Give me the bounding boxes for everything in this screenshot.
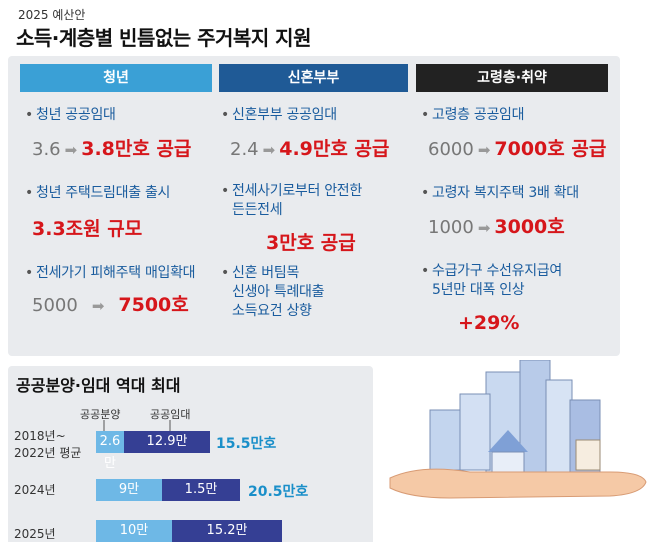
bar-rent-2024: 1.5만 (162, 479, 240, 501)
housing-hand-illustration (389, 360, 647, 499)
bar-sale-2024: 9만 (96, 479, 162, 501)
column-header-youth: 청년 (20, 64, 212, 92)
bar-rent-2018-2022: 12.9만 (124, 431, 210, 453)
supertitle: 2025 예산안 (18, 8, 86, 22)
elderly-item1-label: 고령층 공공임대 (421, 106, 525, 125)
youth-item2-label: 청년 주택드림대출 출시 (25, 184, 170, 203)
legend-leader-lines (103, 420, 171, 432)
row-label-2: 2024년 (14, 483, 56, 497)
page-title: 소득·계층별 빈틈없는 주거복지 지원 (16, 26, 312, 50)
newlywed-item2-line2: 든든전세 (232, 202, 283, 218)
elderly-item3-label: 수급가구 수선유지급여 5년만 대폭 인상 (421, 262, 562, 300)
total-2018-2022: 15.5만호 (216, 436, 277, 452)
legend-rent: 공공임대 (150, 408, 191, 421)
elderly-item3-value: +29% (458, 312, 520, 334)
elderly-item2-values: 1000 ➡ 3000호 (428, 212, 565, 239)
youth-item1-from: 3.6 (32, 139, 61, 160)
elderly-item2-label: 고령자 복지주택 3배 확대 (421, 184, 579, 203)
newlywed-item3-label: 신혼 버팀목 신생아 특례대출 소득요건 상향 (221, 264, 325, 321)
elderly-item3-line2: 5년만 대폭 인상 (432, 282, 525, 298)
newlywed-item2-line1: 전세사기로부터 안전한 (232, 183, 362, 199)
row-label-1-line1: 2018년~ (14, 429, 66, 443)
column-header-newlywed: 신혼부부 (219, 64, 408, 92)
arrow-right-icon: ➡ (262, 141, 276, 159)
arrow-right-icon: ➡ (91, 297, 105, 315)
youth-item3-label: 전세가기 피해주택 매입확대 (25, 264, 196, 283)
newlywed-item1-to: 4.9만호 공급 (279, 138, 390, 160)
row-label-1-line2: 2022년 평균 (14, 446, 82, 460)
row-label-1: 2018년~ 2022년 평균 (14, 428, 81, 462)
column-header-elderly: 고령층·취약 (416, 64, 608, 92)
newlywed-item2-value: 3만호 공급 (266, 232, 356, 254)
arrow-right-icon: ➡ (477, 141, 491, 159)
bar-sale-2018-2022: 2.6만 (96, 431, 124, 471)
elderly-item1-from: 6000 (428, 139, 474, 160)
youth-item1-to: 3.8만호 공급 (81, 138, 192, 160)
row-label-3: 2025년 (14, 527, 56, 541)
supply-panel (8, 366, 373, 542)
newlywed-item3-line3: 소득요건 상향 (232, 303, 312, 319)
legend-sale: 공공분양 (80, 408, 121, 421)
elderly-item1-values: 6000 ➡ 7000호 공급 (428, 134, 606, 161)
newlywed-item1-from: 2.4 (230, 139, 259, 160)
newlywed-item1-values: 2.4 ➡ 4.9만호 공급 (230, 134, 389, 161)
newlywed-item3-line2: 신생아 특례대출 (232, 284, 325, 300)
arrow-right-icon: ➡ (477, 219, 491, 237)
policy-panel: 청년 신혼부부 고령층·취약 청년 공공임대 3.6➡3.8만호 공급 청년 주… (8, 56, 620, 356)
newlywed-item3-line1: 신혼 버팀목 (232, 265, 300, 281)
total-2024: 20.5만호 (248, 484, 309, 500)
newlywed-item1-label: 신혼부부 공공임대 (221, 106, 337, 125)
youth-item2-value: 3.3조원 규모 (32, 218, 143, 240)
supply-title: 공공분양·임대 역대 최대 (16, 376, 181, 395)
elderly-item2-from: 1000 (428, 217, 474, 238)
youth-item1-label: 청년 공공임대 (25, 106, 116, 125)
bar-rent-2025: 15.2만 (172, 520, 282, 542)
arrow-right-icon: ➡ (64, 141, 78, 159)
youth-item3-from: 5000 (32, 295, 78, 316)
elderly-item3-line1: 수급가구 수선유지급여 (432, 263, 562, 279)
newlywed-item2-label: 전세사기로부터 안전한 든든전세 (221, 182, 362, 220)
elderly-item2-to: 3000호 (494, 216, 565, 238)
youth-item1-values: 3.6 ➡ 3.8만호 공급 (32, 134, 191, 161)
youth-item3-values: 5000 ➡ 7500호 (32, 290, 189, 317)
youth-item3-to: 7500호 (118, 294, 189, 316)
elderly-item1-to: 7000호 공급 (494, 138, 607, 160)
bar-sale-2025: 10만 (96, 520, 172, 542)
